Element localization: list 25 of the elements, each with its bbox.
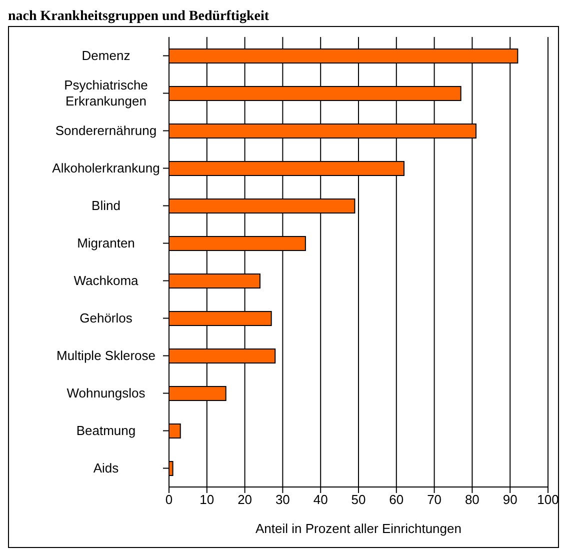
- x-tick-label: 0: [165, 492, 173, 508]
- x-tick-label: 50: [351, 492, 366, 508]
- y-tick-label: Sonderernährung: [55, 122, 157, 138]
- y-tick-label: Multiple Sklerose: [56, 348, 156, 363]
- y-tick-label: Wachkoma: [74, 272, 140, 288]
- x-axis-title: Anteil in Prozent aller Einrichtungen: [256, 521, 462, 536]
- y-tick-label: Wohnungslos: [66, 385, 146, 400]
- chart-title: nach Krankheitsgruppen und Bedürftigkeit: [8, 8, 270, 26]
- y-tick-label: Blind: [92, 198, 120, 213]
- y-tick-label: Gehörlos: [80, 310, 133, 326]
- x-tick-label: 60: [389, 492, 404, 508]
- y-tick-label: Migranten: [77, 235, 135, 250]
- x-tick-label: 100: [537, 492, 559, 508]
- x-tick-label: 80: [464, 492, 480, 508]
- y-tick-label: Demenz: [82, 48, 130, 63]
- x-tick-label: 10: [200, 492, 214, 508]
- x-tick-label: 90: [502, 492, 518, 508]
- x-tick-label: 20: [238, 492, 252, 508]
- y-tick-label: Alkoholerkrankung: [52, 160, 160, 176]
- x-tick-label: 40: [313, 492, 328, 508]
- x-tick-label: 30: [275, 492, 290, 508]
- y-tick-label: Beatmung: [76, 422, 136, 438]
- y-tick-label: Aids: [93, 460, 120, 476]
- x-tick-label: 70: [427, 492, 442, 508]
- y-tick-label: Psychiatrische Erkrankungen: [64, 77, 148, 108]
